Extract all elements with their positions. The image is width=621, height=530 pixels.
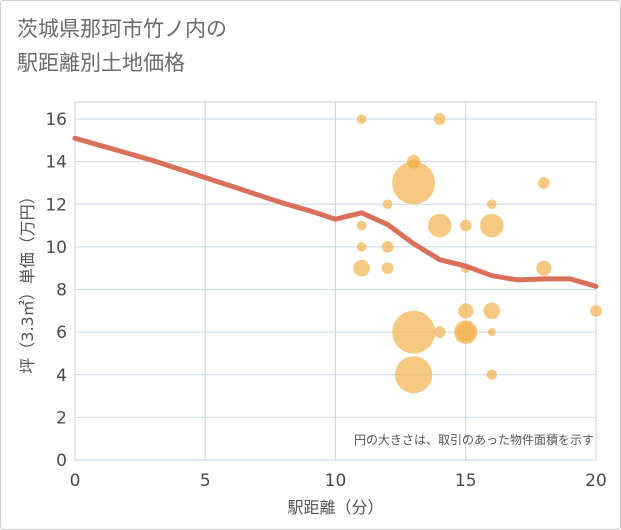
bubble-point	[356, 220, 367, 231]
y-tick-label: 14	[45, 153, 67, 173]
x-axis-title: 駅距離（分）	[287, 498, 383, 517]
bubble-point	[356, 242, 367, 252]
bubble-point	[486, 369, 498, 381]
bubble-point	[536, 260, 552, 276]
bubble-point	[487, 328, 496, 337]
bubble-point	[392, 310, 436, 354]
x-tick-label: 10	[325, 471, 347, 491]
bubble-point	[538, 177, 550, 189]
bubble-point	[480, 213, 504, 238]
bubble-point	[381, 241, 394, 253]
chart-title: 茨城県那珂市竹ノ内の 駅距離別土地価格	[17, 12, 227, 80]
bubble-point	[459, 219, 472, 232]
x-tick-labels: 0 5 10 15 20	[70, 471, 607, 491]
bubble-point	[381, 262, 394, 275]
y-tick-label: 2	[56, 408, 67, 428]
trend-line	[72, 135, 599, 289]
bubble-series	[353, 113, 602, 394]
y-tick-labels: 0 2 4 6 8 10 12 14 16	[45, 110, 67, 471]
bubble-point	[382, 199, 393, 210]
bubble-size-note: 円の大きさは、取引のあった物件面積を示す	[354, 432, 594, 447]
x-tick-label: 0	[70, 471, 81, 491]
bubble-point	[433, 326, 446, 339]
y-tick-label: 8	[56, 281, 67, 301]
y-tick-label: 6	[56, 323, 67, 343]
bubble-point	[353, 259, 370, 277]
bubble-point	[483, 302, 501, 320]
bubble-point	[392, 161, 436, 205]
y-tick-label: 4	[56, 366, 67, 386]
bubble-point	[487, 199, 497, 210]
bubble-point	[590, 304, 602, 317]
x-tick-label: 15	[455, 471, 477, 491]
bubble-point	[427, 213, 452, 238]
grid-lines	[74, 102, 597, 461]
chart-title-line2: 駅距離別土地価格	[17, 51, 185, 75]
y-axis-title: 坪（3.3㎡）単価（万円）	[18, 188, 37, 373]
y-tick-label: 0	[56, 451, 67, 471]
y-tick-label: 10	[45, 238, 67, 258]
x-tick-label: 20	[585, 471, 607, 491]
y-tick-label: 12	[45, 195, 67, 215]
x-tick-label: 5	[200, 471, 211, 491]
chart-title-line1: 茨城県那珂市竹ノ内の	[17, 17, 227, 41]
trend-series	[72, 135, 599, 289]
bubble-point	[433, 113, 446, 125]
bubble-point	[456, 322, 476, 342]
bubble-point	[458, 303, 474, 319]
y-tick-label: 16	[45, 110, 67, 130]
bubble-point	[356, 114, 367, 124]
bubble-point	[395, 356, 433, 394]
